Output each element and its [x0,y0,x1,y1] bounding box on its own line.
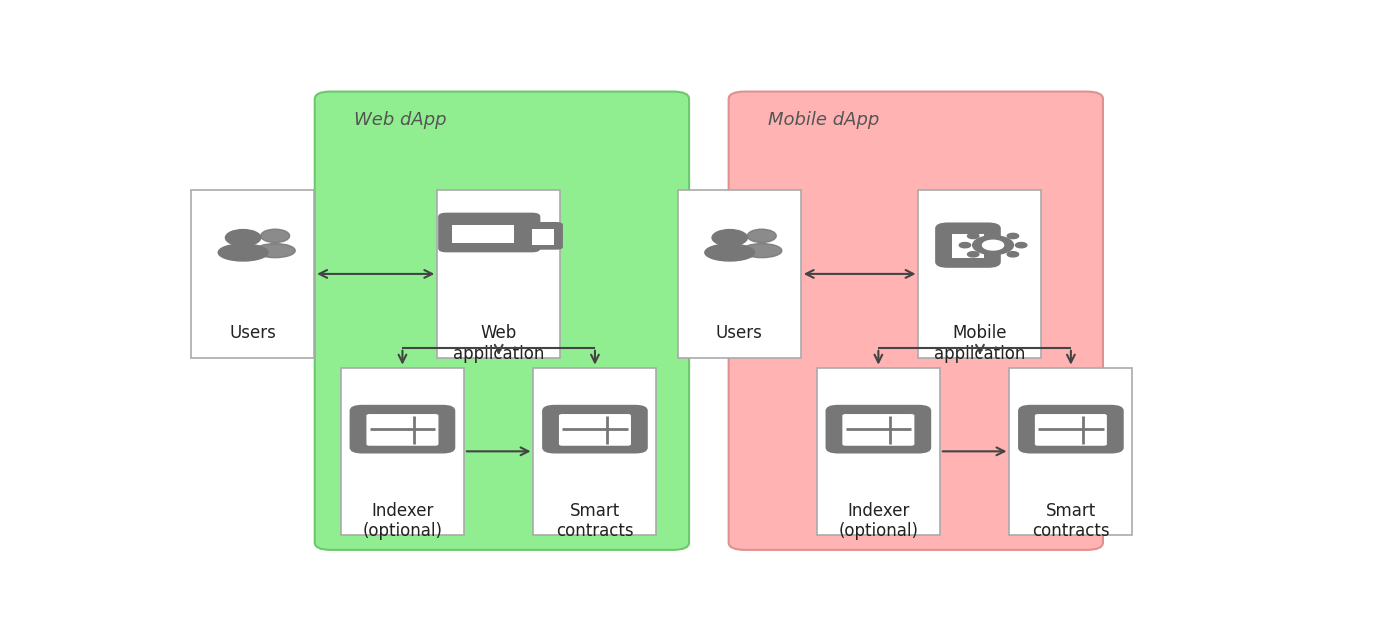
FancyBboxPatch shape [531,229,553,244]
FancyBboxPatch shape [1009,367,1133,535]
FancyBboxPatch shape [542,405,647,454]
FancyBboxPatch shape [729,92,1103,550]
Text: Mobile
application: Mobile application [934,324,1025,363]
FancyBboxPatch shape [534,367,657,535]
FancyBboxPatch shape [192,190,315,358]
Text: Mobile dApp: Mobile dApp [769,111,879,129]
Circle shape [967,252,978,257]
FancyBboxPatch shape [825,405,932,454]
FancyBboxPatch shape [936,223,1000,268]
Circle shape [983,240,1003,250]
Circle shape [748,229,776,243]
Ellipse shape [255,244,295,258]
Circle shape [1016,243,1027,248]
Text: Indexer
(optional): Indexer (optional) [363,502,443,540]
Circle shape [225,230,261,246]
FancyBboxPatch shape [952,234,984,258]
Circle shape [1007,252,1018,257]
Circle shape [973,236,1013,255]
FancyBboxPatch shape [559,414,631,445]
FancyBboxPatch shape [341,367,464,535]
Text: Users: Users [716,324,763,342]
FancyBboxPatch shape [523,222,563,250]
Text: Smart
contracts: Smart contracts [556,502,633,540]
Text: Users: Users [229,324,276,342]
FancyBboxPatch shape [367,414,439,445]
Text: Web
application: Web application [453,324,544,363]
Ellipse shape [218,244,268,261]
Circle shape [987,255,999,260]
FancyBboxPatch shape [437,212,541,252]
Ellipse shape [741,244,782,258]
FancyBboxPatch shape [477,250,501,252]
Circle shape [712,230,748,246]
FancyBboxPatch shape [315,92,689,550]
FancyBboxPatch shape [842,414,915,445]
Ellipse shape [705,244,755,261]
Text: Smart
contracts: Smart contracts [1032,502,1110,540]
FancyBboxPatch shape [817,367,940,535]
Text: Indexer
(optional): Indexer (optional) [839,502,918,540]
FancyBboxPatch shape [437,190,560,358]
FancyBboxPatch shape [1018,405,1123,454]
Circle shape [959,243,970,248]
FancyBboxPatch shape [678,190,800,358]
Circle shape [967,234,978,239]
Circle shape [261,229,290,243]
Circle shape [1007,234,1018,239]
FancyBboxPatch shape [1035,414,1107,445]
FancyBboxPatch shape [349,405,455,454]
FancyBboxPatch shape [486,248,493,251]
FancyBboxPatch shape [919,190,1042,358]
Circle shape [987,230,999,235]
Text: Web dApp: Web dApp [355,111,447,129]
FancyBboxPatch shape [451,225,515,243]
